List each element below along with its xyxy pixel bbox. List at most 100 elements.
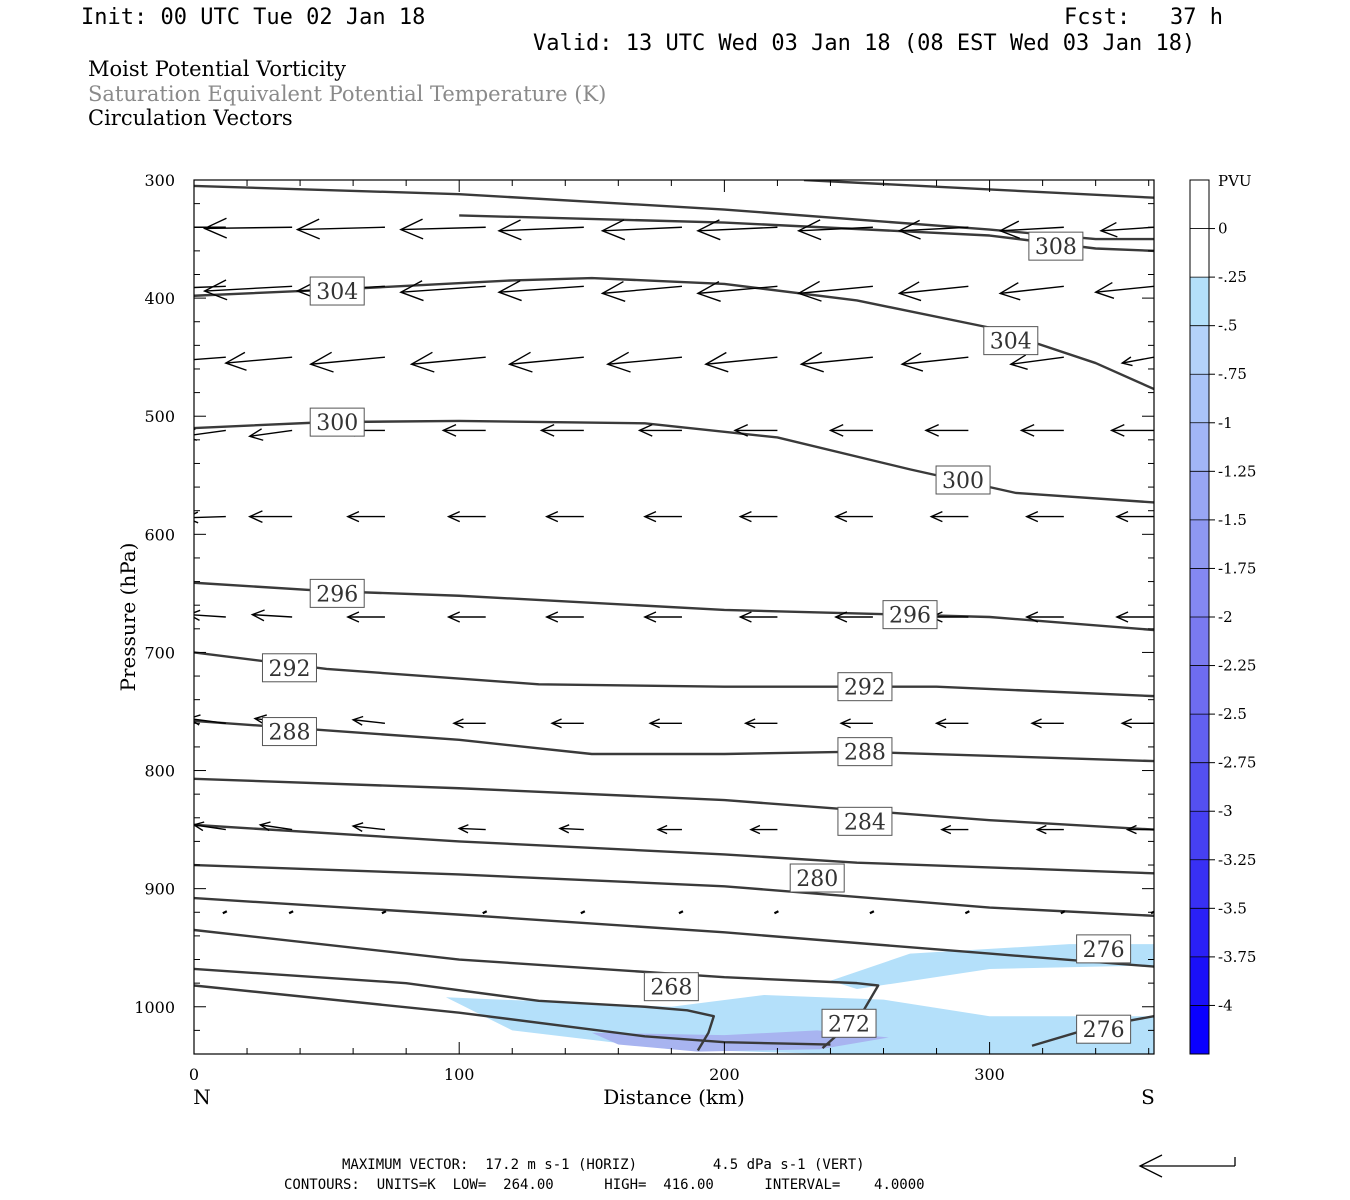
circulation-vector: [796, 280, 873, 302]
colorbar-swatch: [1190, 956, 1209, 1006]
colorbar-swatch: [1190, 665, 1209, 715]
contour-line-296-5: [194, 581, 1154, 632]
contour-line-unlabeled-1: [803, 180, 1154, 199]
circulation-vector: [897, 219, 969, 240]
circulation-vector: [924, 424, 969, 437]
contour-label-box: [309, 276, 365, 306]
circulation-vector: [733, 424, 778, 437]
contour-label: 304: [990, 330, 1032, 355]
y-tick-label: 400: [144, 289, 175, 308]
circulation-vector: [648, 718, 682, 729]
colorbar-label: -2.25: [1218, 657, 1256, 675]
circulation-vector: [656, 824, 682, 835]
circulation-vector: [704, 351, 778, 373]
circulation-vector: [250, 609, 293, 622]
x-tick-label: 200: [709, 1065, 740, 1084]
colorbar-swatch: [1190, 714, 1209, 764]
circulation-vector: [308, 351, 386, 373]
circulation-vector: [194, 511, 226, 524]
circulation-vector: [452, 718, 486, 729]
colorbar-swatch: [1190, 908, 1209, 958]
circulation-vector: [346, 510, 385, 523]
valid-time: Valid: 13 UTC Wed 03 Jan 18 (08 EST Wed …: [533, 31, 1196, 56]
circulation-vector: [295, 218, 385, 240]
circulation-vector: [446, 611, 486, 623]
contour-label-box: [261, 653, 317, 683]
circulation-vector: [1109, 424, 1154, 437]
contour-layer: [194, 180, 1154, 1052]
contour-label-box: [1028, 231, 1084, 261]
contour-info: CONTOURS: UNITS=K LOW= 264.00 HIGH= 416.…: [284, 1177, 925, 1193]
circulation-vector: [202, 217, 293, 239]
contour-label: 296: [316, 582, 358, 607]
max-vector-info: MAXIMUM VECTOR: 17.2 m s-1 (HORIZ) 4.5 d…: [342, 1157, 865, 1173]
contour-label: 268: [650, 976, 692, 1001]
contour-label: 304: [316, 280, 358, 305]
contour-label-box: [837, 737, 893, 767]
title-theta-es: Saturation Equivalent Potential Temperat…: [88, 82, 607, 106]
contour-line-unlabeled-9: [194, 823, 1154, 875]
y-tick-label: 500: [144, 407, 175, 426]
contour-label-box: [789, 863, 845, 893]
circulation-vector: [1120, 356, 1154, 367]
colorbar-label: -.5: [1218, 317, 1237, 335]
contour-label: 300: [942, 469, 984, 494]
contour-label: 288: [268, 721, 310, 746]
y-tick-label: 300: [144, 171, 175, 190]
y-tick-label: 600: [144, 525, 175, 544]
colorbar-swatch: [1190, 617, 1209, 667]
colorbar-label: -1.25: [1218, 462, 1256, 480]
circulation-vector: [497, 219, 584, 241]
pv-region-2: [591, 1030, 889, 1052]
init-time: Init: 00 UTC Tue 02 Jan 18: [81, 5, 426, 30]
circulation-vector: [351, 715, 386, 726]
contour-label-box: [821, 1008, 877, 1038]
circulation-vector: [399, 218, 486, 240]
circulation-vector: [749, 824, 778, 835]
colorbar-label: -2: [1218, 608, 1233, 626]
circulation-vector: [934, 718, 969, 729]
colorbar-swatch: [1190, 180, 1209, 230]
colorbar-label: -1: [1218, 414, 1233, 432]
contour-line-unlabeled-2: [459, 214, 1154, 253]
contour-line-284-8: [194, 777, 1154, 831]
contour-label: 276: [1083, 938, 1125, 963]
contour-line-308-0: [194, 184, 1154, 241]
circulation-vector: [1099, 221, 1154, 238]
contour-label: 308: [1035, 235, 1077, 260]
circulation-vector: [1025, 510, 1064, 523]
circulation-vector: [738, 611, 778, 623]
reference-vector: [1138, 1154, 1236, 1178]
circulation-vector: [940, 824, 969, 835]
circulation-vector: [194, 226, 226, 228]
circulation-vector: [258, 821, 293, 832]
contour-label: 292: [844, 676, 886, 701]
circulation-vector: [1060, 910, 1066, 915]
contour-label: 288: [844, 741, 886, 766]
circulation-vector: [643, 611, 682, 623]
circulation-vector: [1035, 824, 1064, 835]
plot-frame: [193, 179, 1155, 1055]
circulation-vector: [643, 510, 682, 523]
circulation-vector: [834, 611, 873, 623]
contour-label-box: [309, 407, 365, 437]
circulation-vector: [1125, 824, 1154, 835]
contour-line-276-11: [194, 896, 1154, 968]
circulation-vector: [964, 910, 970, 915]
colorbar-label: -3.25: [1218, 851, 1256, 869]
colorbar: PVU 0 -.25 -.5 -.75 -1 -1.25 -1.5 -1.75 -2 -2.25 -2…: [1189, 172, 1256, 1055]
contour-label-box: [837, 806, 893, 836]
contour-label-box: [261, 717, 317, 747]
colorbar-label: -2.5: [1218, 705, 1247, 723]
contour-line-304-3: [194, 276, 1154, 391]
contour-label: 292: [268, 657, 310, 682]
circulation-vector: [194, 285, 226, 289]
contour-label-layer: 308 304 304 300 300 296 296 292 292 288 288 284 280 2…: [261, 231, 1132, 1044]
circulation-vector: [288, 910, 294, 915]
axis-ticks: 300 400 500 600 700 800 900 1000 0 100 200 300: [134, 171, 1154, 1084]
circulation-vector: [248, 428, 293, 441]
contour-line-268-13: [194, 967, 715, 1052]
circulation-vector: [399, 280, 486, 302]
circulation-vector: [194, 821, 226, 832]
forecast-hour: Fcst: 37 h: [1064, 5, 1223, 30]
